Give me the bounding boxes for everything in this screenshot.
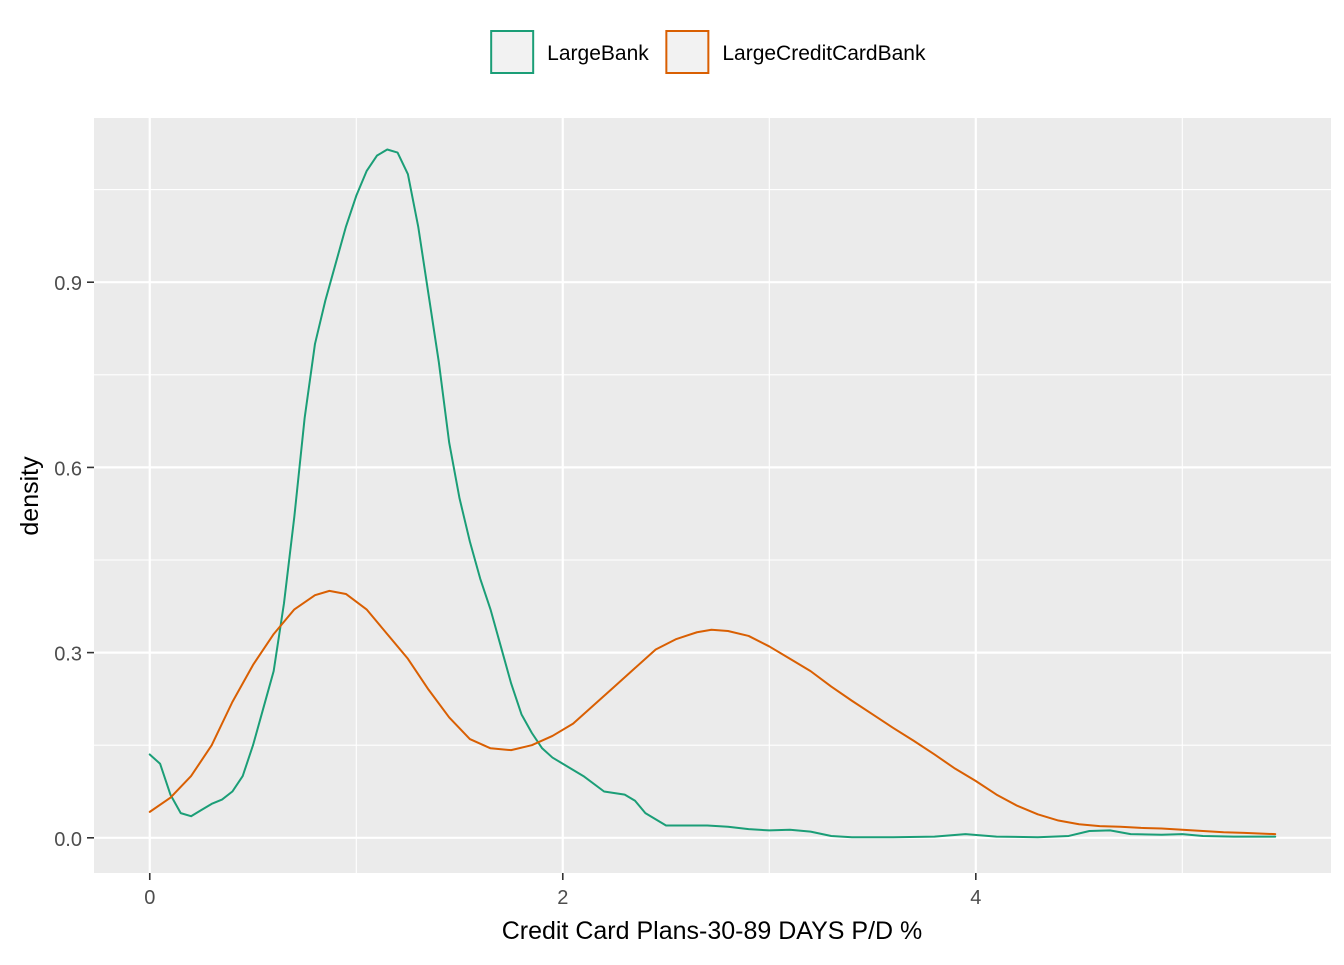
plot-panel bbox=[94, 118, 1331, 873]
x-axis: 0 2 4 bbox=[144, 873, 981, 909]
series-line-largebank bbox=[148, 148, 1277, 839]
legend-key-largecreditcardbank bbox=[665, 30, 710, 74]
y-axis-title: density bbox=[16, 456, 44, 536]
major-gridlines bbox=[94, 118, 1331, 873]
series-lines bbox=[148, 148, 1277, 839]
x-tick-label: 4 bbox=[970, 887, 981, 909]
x-tick-label: 0 bbox=[144, 887, 155, 909]
legend-label-largebank: LargeBank bbox=[547, 42, 649, 65]
x-tick-label: 2 bbox=[557, 887, 568, 909]
legend-key-largebank bbox=[490, 30, 535, 74]
y-tick-label: 0.6 bbox=[54, 458, 82, 480]
x-axis-title: Credit Card Plans-30-89 DAYS P/D % bbox=[502, 917, 923, 945]
y-tick-label: 0.3 bbox=[54, 644, 82, 666]
series-line-largecreditcardbank bbox=[148, 589, 1277, 836]
minor-gridlines bbox=[94, 118, 1331, 873]
y-tick-label: 0.0 bbox=[54, 829, 82, 851]
y-tick-label: 0.9 bbox=[54, 273, 82, 295]
legend-label-largecreditcardbank: LargeCreditCardBank bbox=[722, 42, 926, 65]
y-axis: 0.0 0.3 0.6 0.9 bbox=[54, 273, 94, 851]
legend: LargeBank LargeCreditCardBank bbox=[490, 30, 926, 74]
